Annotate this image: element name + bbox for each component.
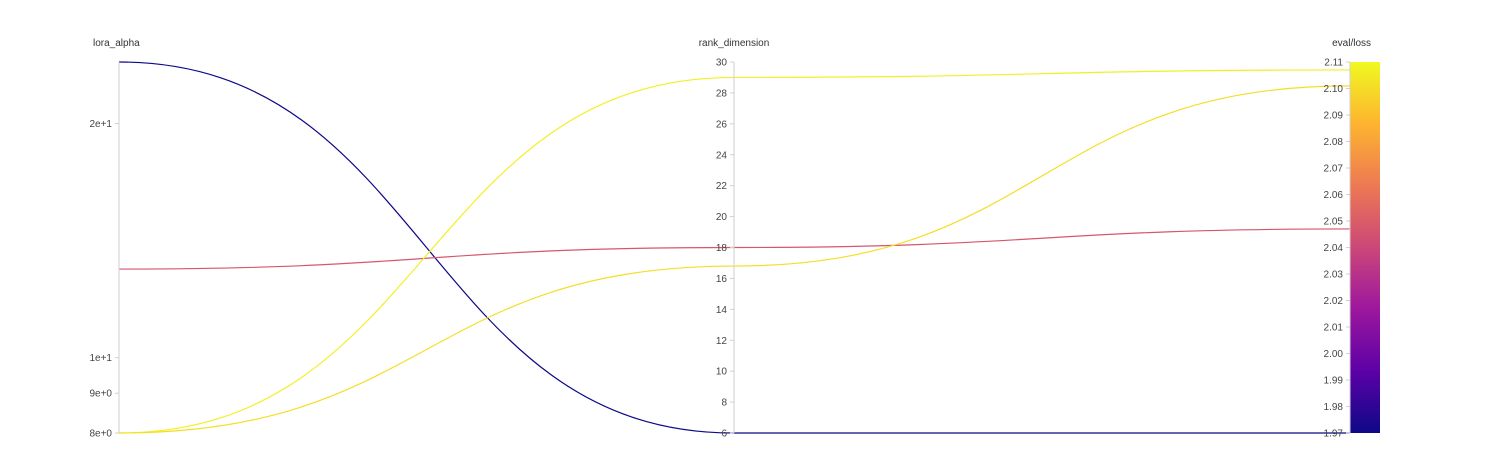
tick-label: 2.02 <box>1324 296 1344 307</box>
tick-label: 2.04 <box>1324 243 1344 254</box>
tick-label: 20 <box>716 212 728 223</box>
tick-label: 22 <box>716 181 728 192</box>
tick-label: 1.97 <box>1324 429 1344 440</box>
tick-label: 6 <box>721 429 727 440</box>
axis-title[interactable]: rank_dimension <box>699 38 770 49</box>
tick-label: 1.99 <box>1324 376 1344 387</box>
axis-lora-alpha: lora_alpha 8e+0 9e+0 1e+1 2e+1 <box>89 38 140 440</box>
tick-label: 18 <box>716 243 728 254</box>
tick-label: 1.98 <box>1324 402 1344 413</box>
tick-label: 2e+1 <box>89 119 112 130</box>
axis-eval-loss: eval/loss 1.97 1.98 1.99 2.00 2.01 2.02 2.03 2.0… <box>1324 38 1380 440</box>
tick-label: 2.10 <box>1324 84 1344 95</box>
tick-label: 28 <box>716 88 728 99</box>
tick-label: 2.05 <box>1324 217 1344 228</box>
tick-label: 2.09 <box>1324 111 1344 122</box>
tick-label: 2.00 <box>1324 349 1344 360</box>
tick-label: 30 <box>716 58 728 69</box>
axis-title[interactable]: lora_alpha <box>93 38 140 49</box>
tick-label: 8 <box>721 398 727 409</box>
tick-label: 16 <box>716 274 728 285</box>
tick-label: 2.03 <box>1324 270 1344 281</box>
tick-label: 2.08 <box>1324 137 1344 148</box>
tick-label: 8e+0 <box>89 429 112 440</box>
tick-label: 2.07 <box>1324 164 1344 175</box>
tick-label: 10 <box>716 367 728 378</box>
tick-label: 2.06 <box>1324 190 1344 201</box>
tick-label: 12 <box>716 336 728 347</box>
tick-label: 2.01 <box>1324 323 1344 334</box>
tick-label: 14 <box>716 305 728 316</box>
colorbar <box>1350 62 1380 433</box>
axis-title[interactable]: eval/loss <box>1332 38 1371 49</box>
tick-label: 24 <box>716 150 728 161</box>
tick-label: 2.11 <box>1324 58 1343 69</box>
tick-label: 9e+0 <box>89 389 112 400</box>
axes: lora_alpha 8e+0 9e+0 1e+1 2e+1 rank_dimension… <box>89 38 1380 440</box>
run-line-1[interactable] <box>118 61 1350 434</box>
tick-label: 1e+1 <box>89 353 112 364</box>
run-line-3[interactable] <box>118 69 1351 434</box>
axis-rank-dimension: rank_dimension 6 8 10 12 14 16 18 20 22 24 26 28 30 <box>699 38 770 440</box>
tick-label: 26 <box>716 119 728 130</box>
